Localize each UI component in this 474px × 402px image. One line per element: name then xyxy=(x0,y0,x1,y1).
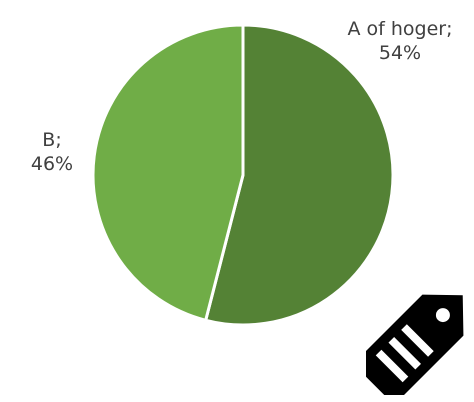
data-label-b-percent: 46% xyxy=(30,153,74,175)
data-label-a-of-hoger-percent: 54% xyxy=(378,42,422,64)
data-label-a-of-hoger-name: A of hoger; xyxy=(347,18,453,40)
pie-slice-b xyxy=(91,23,245,322)
data-label-b-name: B; xyxy=(42,129,62,151)
pie-slices xyxy=(91,23,395,327)
data-label-a-of-hoger: A of hoger; 54% xyxy=(330,17,470,65)
data-label-b: B; 46% xyxy=(12,128,92,176)
pie-slice-a-of-hoger xyxy=(204,23,395,327)
price-tag-icon xyxy=(366,294,464,395)
